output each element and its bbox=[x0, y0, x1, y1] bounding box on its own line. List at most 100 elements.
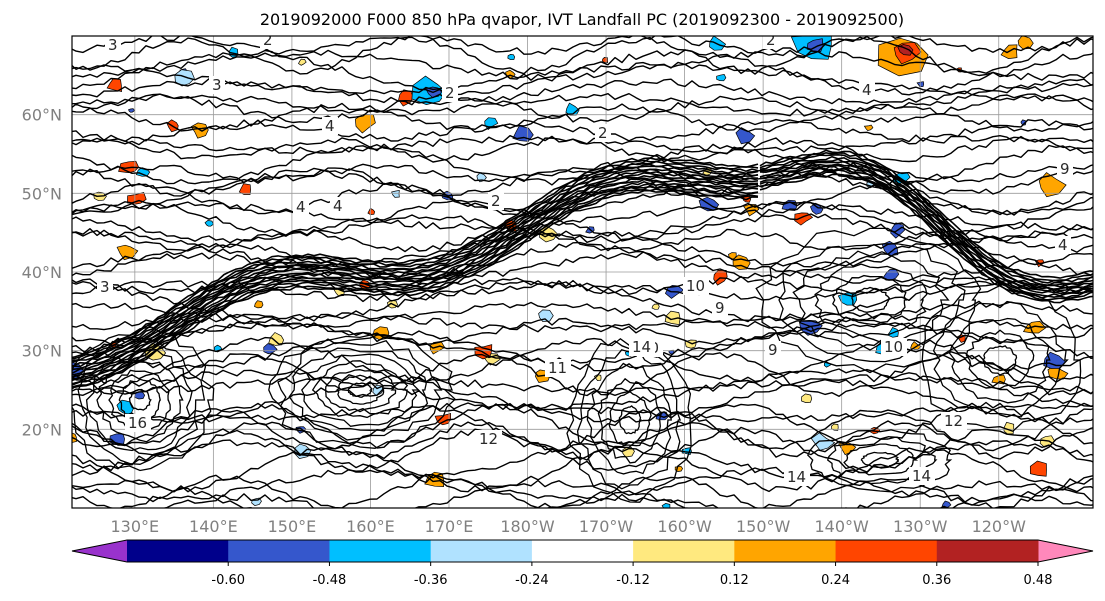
contour-line bbox=[72, 401, 1093, 449]
contour-line bbox=[277, 340, 443, 441]
contour-line bbox=[72, 61, 1093, 95]
contour-line bbox=[336, 374, 385, 405]
anomaly-patch bbox=[794, 212, 814, 226]
contour-line bbox=[608, 391, 652, 447]
contour-line bbox=[843, 443, 919, 476]
latitude-labels: 60°N 50°N 40°N 30°N 20°N bbox=[22, 106, 62, 440]
contour-line bbox=[72, 102, 1093, 133]
colorbar-segment bbox=[734, 540, 837, 562]
lon-label: 170°E bbox=[425, 517, 474, 536]
contour-line bbox=[72, 189, 759, 390]
colorbar-tick-label: -0.12 bbox=[616, 573, 650, 588]
contour-line bbox=[921, 284, 1082, 432]
contour-line bbox=[72, 439, 1093, 481]
contour-line bbox=[72, 188, 759, 388]
anomaly-patch bbox=[238, 183, 251, 195]
anomaly-patch bbox=[709, 36, 727, 51]
contour-line bbox=[826, 435, 938, 485]
contour-line bbox=[325, 369, 397, 413]
contour-labels: 332442242431091011910161414141212249 bbox=[97, 31, 1073, 486]
colorbar-segment bbox=[127, 540, 229, 562]
contour-label: 2 bbox=[491, 192, 501, 210]
contour-line bbox=[72, 93, 1093, 124]
contour-line bbox=[72, 160, 759, 362]
contour-line bbox=[72, 330, 1093, 372]
colorbar-tick-label: 0.24 bbox=[821, 573, 850, 588]
contour-line bbox=[807, 429, 953, 493]
anomaly-patch bbox=[254, 300, 264, 309]
contour-label: 12 bbox=[944, 412, 963, 430]
anomaly-patch bbox=[268, 332, 284, 346]
contour-line bbox=[347, 382, 373, 398]
anomaly-patch bbox=[651, 303, 660, 310]
contour-line bbox=[759, 158, 1093, 288]
colorbar-tick-label: 0.48 bbox=[1024, 573, 1053, 588]
contour-line bbox=[72, 474, 1093, 508]
contour-line bbox=[72, 311, 1093, 333]
contour-label: 10 bbox=[884, 338, 903, 356]
colorbar-segment bbox=[228, 540, 330, 562]
contour-label: 2 bbox=[445, 84, 455, 102]
contour-line bbox=[96, 359, 184, 443]
contour-line bbox=[72, 172, 759, 374]
contour-line bbox=[72, 176, 759, 378]
contour-line bbox=[72, 157, 759, 359]
lon-label: 140°E bbox=[189, 517, 238, 536]
contour-label: 3 bbox=[212, 76, 222, 94]
contour-line bbox=[72, 158, 759, 360]
anomaly-patch bbox=[1017, 36, 1034, 50]
anomaly-patch bbox=[1038, 172, 1067, 198]
contour-line bbox=[72, 36, 1093, 75]
contour-line bbox=[72, 136, 1093, 163]
contour-line bbox=[108, 369, 171, 432]
contour-label: 4 bbox=[333, 197, 343, 215]
contour-line bbox=[860, 451, 900, 469]
contour-line bbox=[72, 78, 1093, 106]
contour-label: 3 bbox=[108, 36, 118, 54]
contour-line bbox=[778, 243, 966, 363]
anomaly-patch bbox=[1029, 460, 1047, 477]
lat-label: 40°N bbox=[22, 263, 62, 282]
colorbar-segment bbox=[936, 540, 1039, 562]
contour-line bbox=[759, 163, 1093, 292]
contour-line bbox=[72, 379, 1093, 425]
contour-label: 10 bbox=[686, 277, 705, 295]
colorbar-extend-low bbox=[72, 540, 127, 562]
contour-line bbox=[72, 402, 1093, 423]
contour-line bbox=[814, 263, 928, 337]
contour-line bbox=[566, 337, 692, 503]
lon-label: 160°E bbox=[346, 517, 395, 536]
contour-label: 9 bbox=[768, 341, 778, 359]
contour-line bbox=[72, 374, 1093, 396]
lat-label: 60°N bbox=[22, 106, 62, 125]
lat-label: 50°N bbox=[22, 184, 62, 203]
anomaly-patch bbox=[910, 341, 922, 350]
map-title: 2019092000 F000 850 hPa qvapor, IVT Land… bbox=[260, 10, 904, 29]
contour-line bbox=[759, 151, 1093, 282]
lon-label: 150°E bbox=[268, 517, 317, 536]
contour-line bbox=[576, 348, 682, 490]
colorbar-segment bbox=[633, 540, 735, 562]
contour-line bbox=[759, 171, 1093, 301]
contour-line bbox=[586, 362, 672, 475]
colorbar-tick-label: -0.24 bbox=[515, 573, 549, 588]
anomaly-patch bbox=[128, 108, 136, 113]
contour-line bbox=[759, 173, 1093, 304]
contour-line bbox=[982, 345, 1018, 376]
contour-line bbox=[161, 493, 1093, 508]
contour-line bbox=[965, 329, 1035, 390]
contour-line bbox=[597, 377, 663, 464]
contour-line bbox=[759, 167, 1093, 297]
anomaly-patch bbox=[507, 54, 516, 61]
contour-line bbox=[72, 161, 1093, 184]
colorbar-segment bbox=[430, 540, 533, 562]
contour-line bbox=[85, 348, 193, 452]
contour-line bbox=[832, 274, 908, 326]
anomaly-patch bbox=[664, 310, 681, 325]
contour-line bbox=[72, 241, 1093, 279]
anomaly-patch bbox=[806, 38, 824, 53]
contour-label: 2 bbox=[263, 31, 273, 49]
anomaly-patch bbox=[801, 393, 813, 403]
contour-line bbox=[72, 180, 759, 382]
